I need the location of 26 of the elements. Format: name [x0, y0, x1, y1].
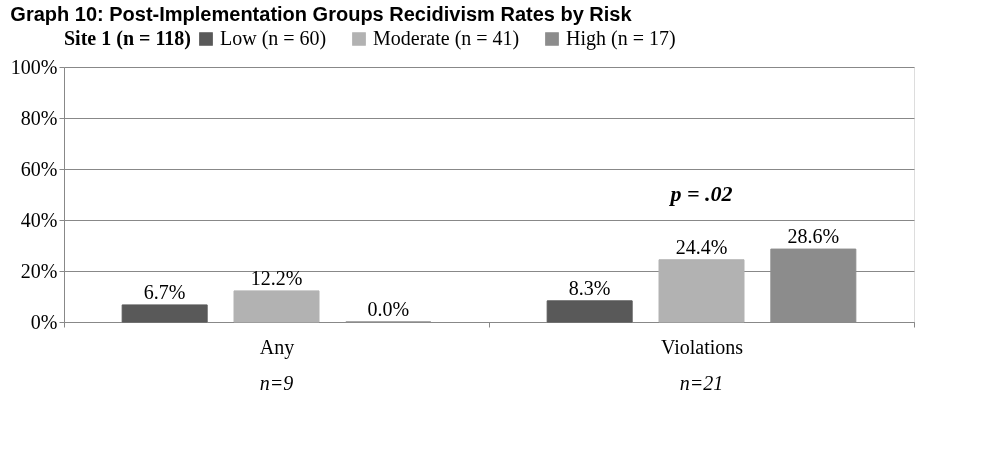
data-label: 8.3%: [568, 276, 611, 299]
legend-label: Low (n = 60): [220, 27, 327, 50]
x-tick-label: Any: [259, 335, 295, 359]
legend-label: High (n = 17): [566, 27, 676, 50]
chart-title: Graph 10: Post-Implementation Groups Recidivism Rates by Risk: [10, 3, 633, 25]
y-tick-label: 60%: [20, 157, 58, 180]
x-tick-label: Violations: [660, 335, 744, 358]
y-tick-label: 0%: [30, 310, 58, 333]
annotation: p = .02: [668, 181, 733, 207]
data-label: 0.0%: [367, 298, 410, 320]
data-label: 28.6%: [787, 225, 840, 248]
y-tick-label: 80%: [20, 106, 58, 129]
bar: [658, 259, 745, 323]
y-tick-label: 40%: [20, 208, 58, 231]
data-label: 24.4%: [675, 235, 728, 258]
legend-label: Moderate (n = 41): [373, 27, 520, 50]
legend-title: Site 1 (n = 118): [64, 27, 191, 50]
text: n=21: [679, 372, 724, 394]
y-tick-label: 20%: [20, 259, 58, 282]
data-label: 6.7%: [143, 280, 186, 303]
data-label: 12.2%: [250, 266, 303, 289]
text: n=9: [259, 372, 294, 394]
y-tick-label: 100%: [10, 55, 58, 78]
bar: [121, 304, 208, 323]
bar: [546, 300, 633, 323]
bar: [233, 290, 320, 323]
